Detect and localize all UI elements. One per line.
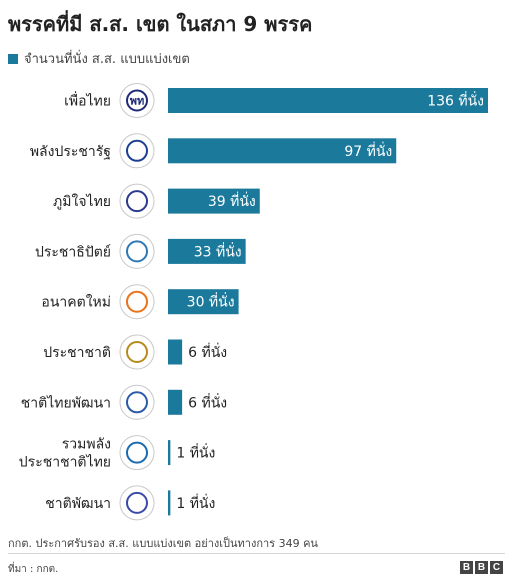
category-label: ประชาชาติ [43,345,111,361]
category-label: เพื่อไทย [64,92,111,110]
action-coalition-logo-icon-ring [126,441,148,464]
bar [168,440,171,466]
bhumjaithai-logo-icon [119,183,155,219]
category-label: ชาติไทยพัฒนา [21,394,111,411]
chart-pattana-logo-icon-ring [126,491,148,514]
bbc-logo-letter: B [460,561,473,574]
future-forward-logo-icon [119,284,155,320]
category-label: ชาติพัฒนา [45,496,111,512]
pheu-thai-logo-icon [119,83,155,118]
data-label: 33 ที่นั่ง [194,242,242,260]
democrat-logo-icon-ring [126,240,148,263]
category-label: ภูมิใจไทย [53,193,111,210]
prachachat-logo-icon-ring [126,341,148,363]
category-label: ประชาชาติไทย [19,454,111,471]
chart-title: พรรคที่มี ส.ส. เขต ในสภา 9 พรรค [8,12,313,36]
footnote: กกต. ประกาศรับรอง ส.ส. แบบแบ่งเขต อย่างเ… [8,537,318,550]
category-label: รวมพลัง [62,437,111,453]
palang-pracharat-logo-icon [119,133,155,169]
bar [168,389,183,415]
data-label: 6 ที่นั่ง [188,343,227,361]
democrat-logo-icon [119,233,155,269]
palang-pracharat-logo-icon-ring [126,139,148,162]
prachachat-logo-icon [119,334,155,370]
bar [168,138,397,164]
category-label: อนาคตใหม่ [41,294,111,311]
data-label: 97 ที่นั่ง [344,142,392,160]
legend-label: จำนวนที่นั่ง ส.ส. แบบแบ่งเขต [24,52,190,67]
legend-swatch [8,53,18,64]
divider [8,553,505,554]
bar [168,490,171,516]
bar [168,238,246,264]
bar [168,339,183,365]
data-label: 1 ที่นั่ง [176,494,215,512]
legend: จำนวนที่นั่ง ส.ส. แบบแบ่งเขต [8,48,190,69]
chartthaipattana-logo-icon-ring [126,391,148,414]
logo-text: พท [130,95,145,108]
bar [168,289,239,315]
data-label: 39 ที่นั่ง [208,192,256,210]
future-forward-logo-icon-ring [126,290,148,313]
bbc-logo-letter: B [475,561,488,574]
chartthaipattana-logo-icon [119,384,155,420]
bar [168,88,488,113]
pheu-thai-logo-icon-ring [126,89,148,112]
action-coalition-logo-icon [119,435,155,471]
bar-chart: เพื่อไทย พท 136 ที่นั่งพลังประชารัฐ 97 ที่น… [19,83,488,521]
source-note: ที่มา : กกต. [8,564,59,575]
data-label: 1 ที่นั่ง [176,444,215,462]
data-label: 30 ที่นั่ง [187,293,235,311]
category-label: ประชาธิปัตย์ [35,243,111,260]
bar [168,188,260,214]
data-label: 136 ที่นั่ง [427,92,484,110]
chart-pattana-logo-icon [119,485,155,521]
data-label: 6 ที่นั่ง [188,393,227,411]
bbc-logo-letter: C [490,561,503,574]
category-label: พลังประชารัฐ [30,144,111,160]
bbc-logo: B B C [460,561,503,574]
bhumjaithai-logo-icon-ring [126,190,148,213]
